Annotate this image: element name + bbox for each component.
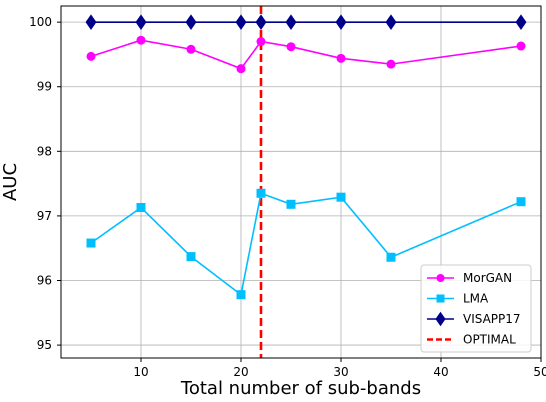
- y-tick-label: 98: [37, 144, 52, 158]
- plot-frame: [60, 5, 542, 359]
- data-point: [385, 14, 397, 30]
- data-point: [136, 203, 146, 213]
- data-point: [256, 188, 266, 198]
- legend-swatch-marker: [436, 294, 445, 303]
- data-point: [236, 64, 246, 74]
- data-point: [386, 59, 396, 69]
- data-point: [135, 14, 147, 30]
- data-point: [236, 290, 246, 300]
- y-tick-label: 95: [37, 338, 52, 352]
- x-tick-label: 50: [533, 365, 546, 379]
- series-line: [90, 39, 522, 70]
- series-visapp17: [85, 14, 527, 30]
- legend-label: VISAPP17: [463, 312, 521, 326]
- x-axis-title: Total number of sub-bands: [180, 378, 421, 399]
- y-tick-label: 100: [29, 15, 52, 29]
- data-point: [336, 53, 346, 63]
- data-series: [85, 14, 527, 300]
- data-point: [86, 238, 96, 248]
- x-tick-label: 40: [433, 365, 448, 379]
- legend-item: VISAPP17: [427, 311, 521, 327]
- legend-item: MorGAN: [427, 271, 512, 285]
- legend-label: OPTIMAL: [463, 333, 516, 347]
- data-point: [185, 14, 197, 30]
- series-lma: [86, 188, 526, 300]
- data-point: [336, 192, 346, 202]
- y-tick-label: 97: [37, 209, 52, 223]
- data-point: [186, 44, 196, 54]
- data-point: [186, 252, 196, 262]
- data-point: [285, 14, 297, 30]
- data-point: [286, 199, 296, 209]
- y-axis-title: AUC: [0, 163, 21, 201]
- data-point: [386, 252, 396, 262]
- data-point: [335, 14, 347, 30]
- data-point: [256, 37, 266, 47]
- x-tick-label: 30: [333, 365, 348, 379]
- data-point: [235, 14, 247, 30]
- series-morgan: [86, 35, 526, 74]
- y-tick-label: 99: [37, 80, 52, 94]
- axis-ticks: 10 20 30 40 50 95 96 97 98 99 100: [29, 15, 546, 379]
- y-tick-label: 96: [37, 273, 52, 287]
- legend-item: LMA: [427, 292, 489, 306]
- data-point: [255, 14, 267, 30]
- data-point: [516, 41, 526, 51]
- legend-swatch-marker: [436, 274, 445, 282]
- legend: MorGAN LMA VISAPP17 OPTIMAL: [420, 264, 532, 353]
- legend-item: OPTIMAL: [427, 333, 516, 347]
- legend-swatch-marker: [435, 311, 446, 327]
- legend-label: LMA: [463, 292, 489, 306]
- x-tick-label: 20: [233, 365, 248, 379]
- legend-box: [420, 264, 532, 353]
- data-point: [515, 14, 527, 30]
- data-point: [516, 197, 526, 207]
- data-point: [136, 35, 146, 45]
- data-point: [85, 14, 97, 30]
- x-tick-label: 10: [133, 365, 148, 379]
- data-point: [86, 51, 96, 61]
- legend-label: MorGAN: [463, 271, 512, 285]
- data-point: [286, 42, 296, 52]
